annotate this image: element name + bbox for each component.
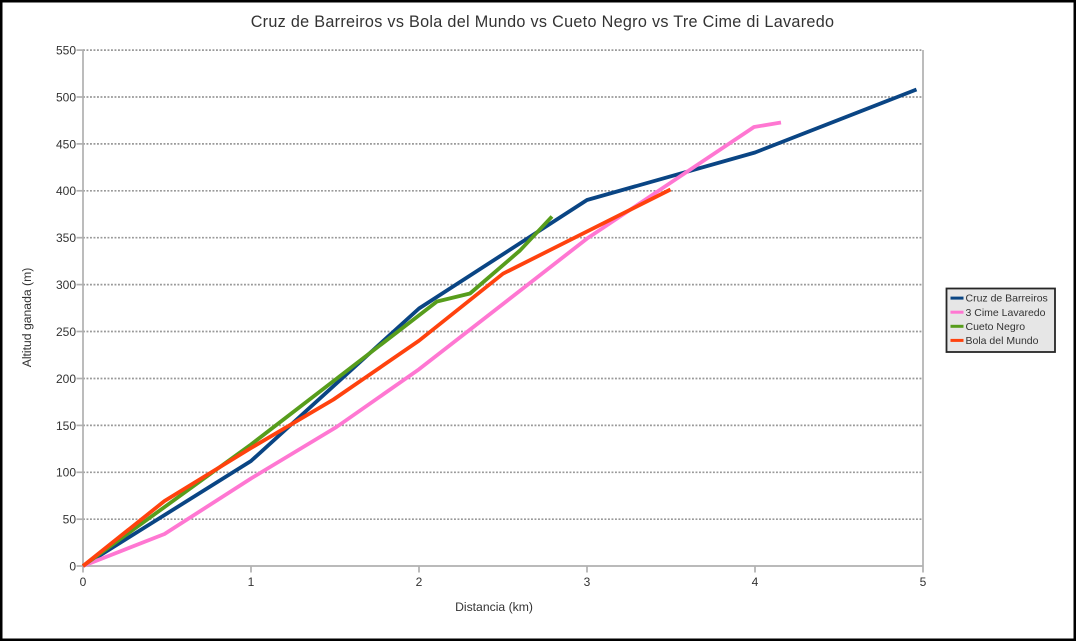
svg-text:0: 0 — [80, 575, 87, 589]
svg-text:2: 2 — [416, 575, 423, 589]
svg-text:100: 100 — [56, 466, 76, 480]
svg-text:300: 300 — [56, 278, 76, 292]
svg-text:400: 400 — [56, 184, 76, 198]
svg-text:5: 5 — [920, 575, 927, 589]
svg-text:250: 250 — [56, 325, 76, 339]
svg-text:Distancia (km): Distancia (km) — [455, 600, 533, 614]
svg-text:50: 50 — [63, 513, 77, 527]
svg-text:0: 0 — [69, 559, 76, 573]
svg-text:450: 450 — [56, 137, 76, 151]
svg-text:Bola del Mundo: Bola del Mundo — [966, 335, 1039, 347]
svg-text:500: 500 — [56, 90, 76, 104]
svg-text:4: 4 — [752, 575, 759, 589]
svg-text:350: 350 — [56, 231, 76, 245]
svg-text:Altitud ganada (m): Altitud ganada (m) — [20, 268, 34, 368]
svg-text:200: 200 — [56, 372, 76, 386]
svg-text:1: 1 — [248, 575, 255, 589]
svg-text:Cueto Negro: Cueto Negro — [966, 321, 1026, 333]
svg-text:3 Cime Lavaredo: 3 Cime Lavaredo — [966, 307, 1046, 319]
svg-text:Cruz de Barreiros vs Bola del: Cruz de Barreiros vs Bola del Mundo vs C… — [251, 13, 835, 31]
svg-text:Cruz de Barreiros: Cruz de Barreiros — [966, 293, 1048, 305]
svg-text:150: 150 — [56, 419, 76, 433]
svg-text:3: 3 — [584, 575, 591, 589]
svg-text:550: 550 — [56, 44, 76, 58]
